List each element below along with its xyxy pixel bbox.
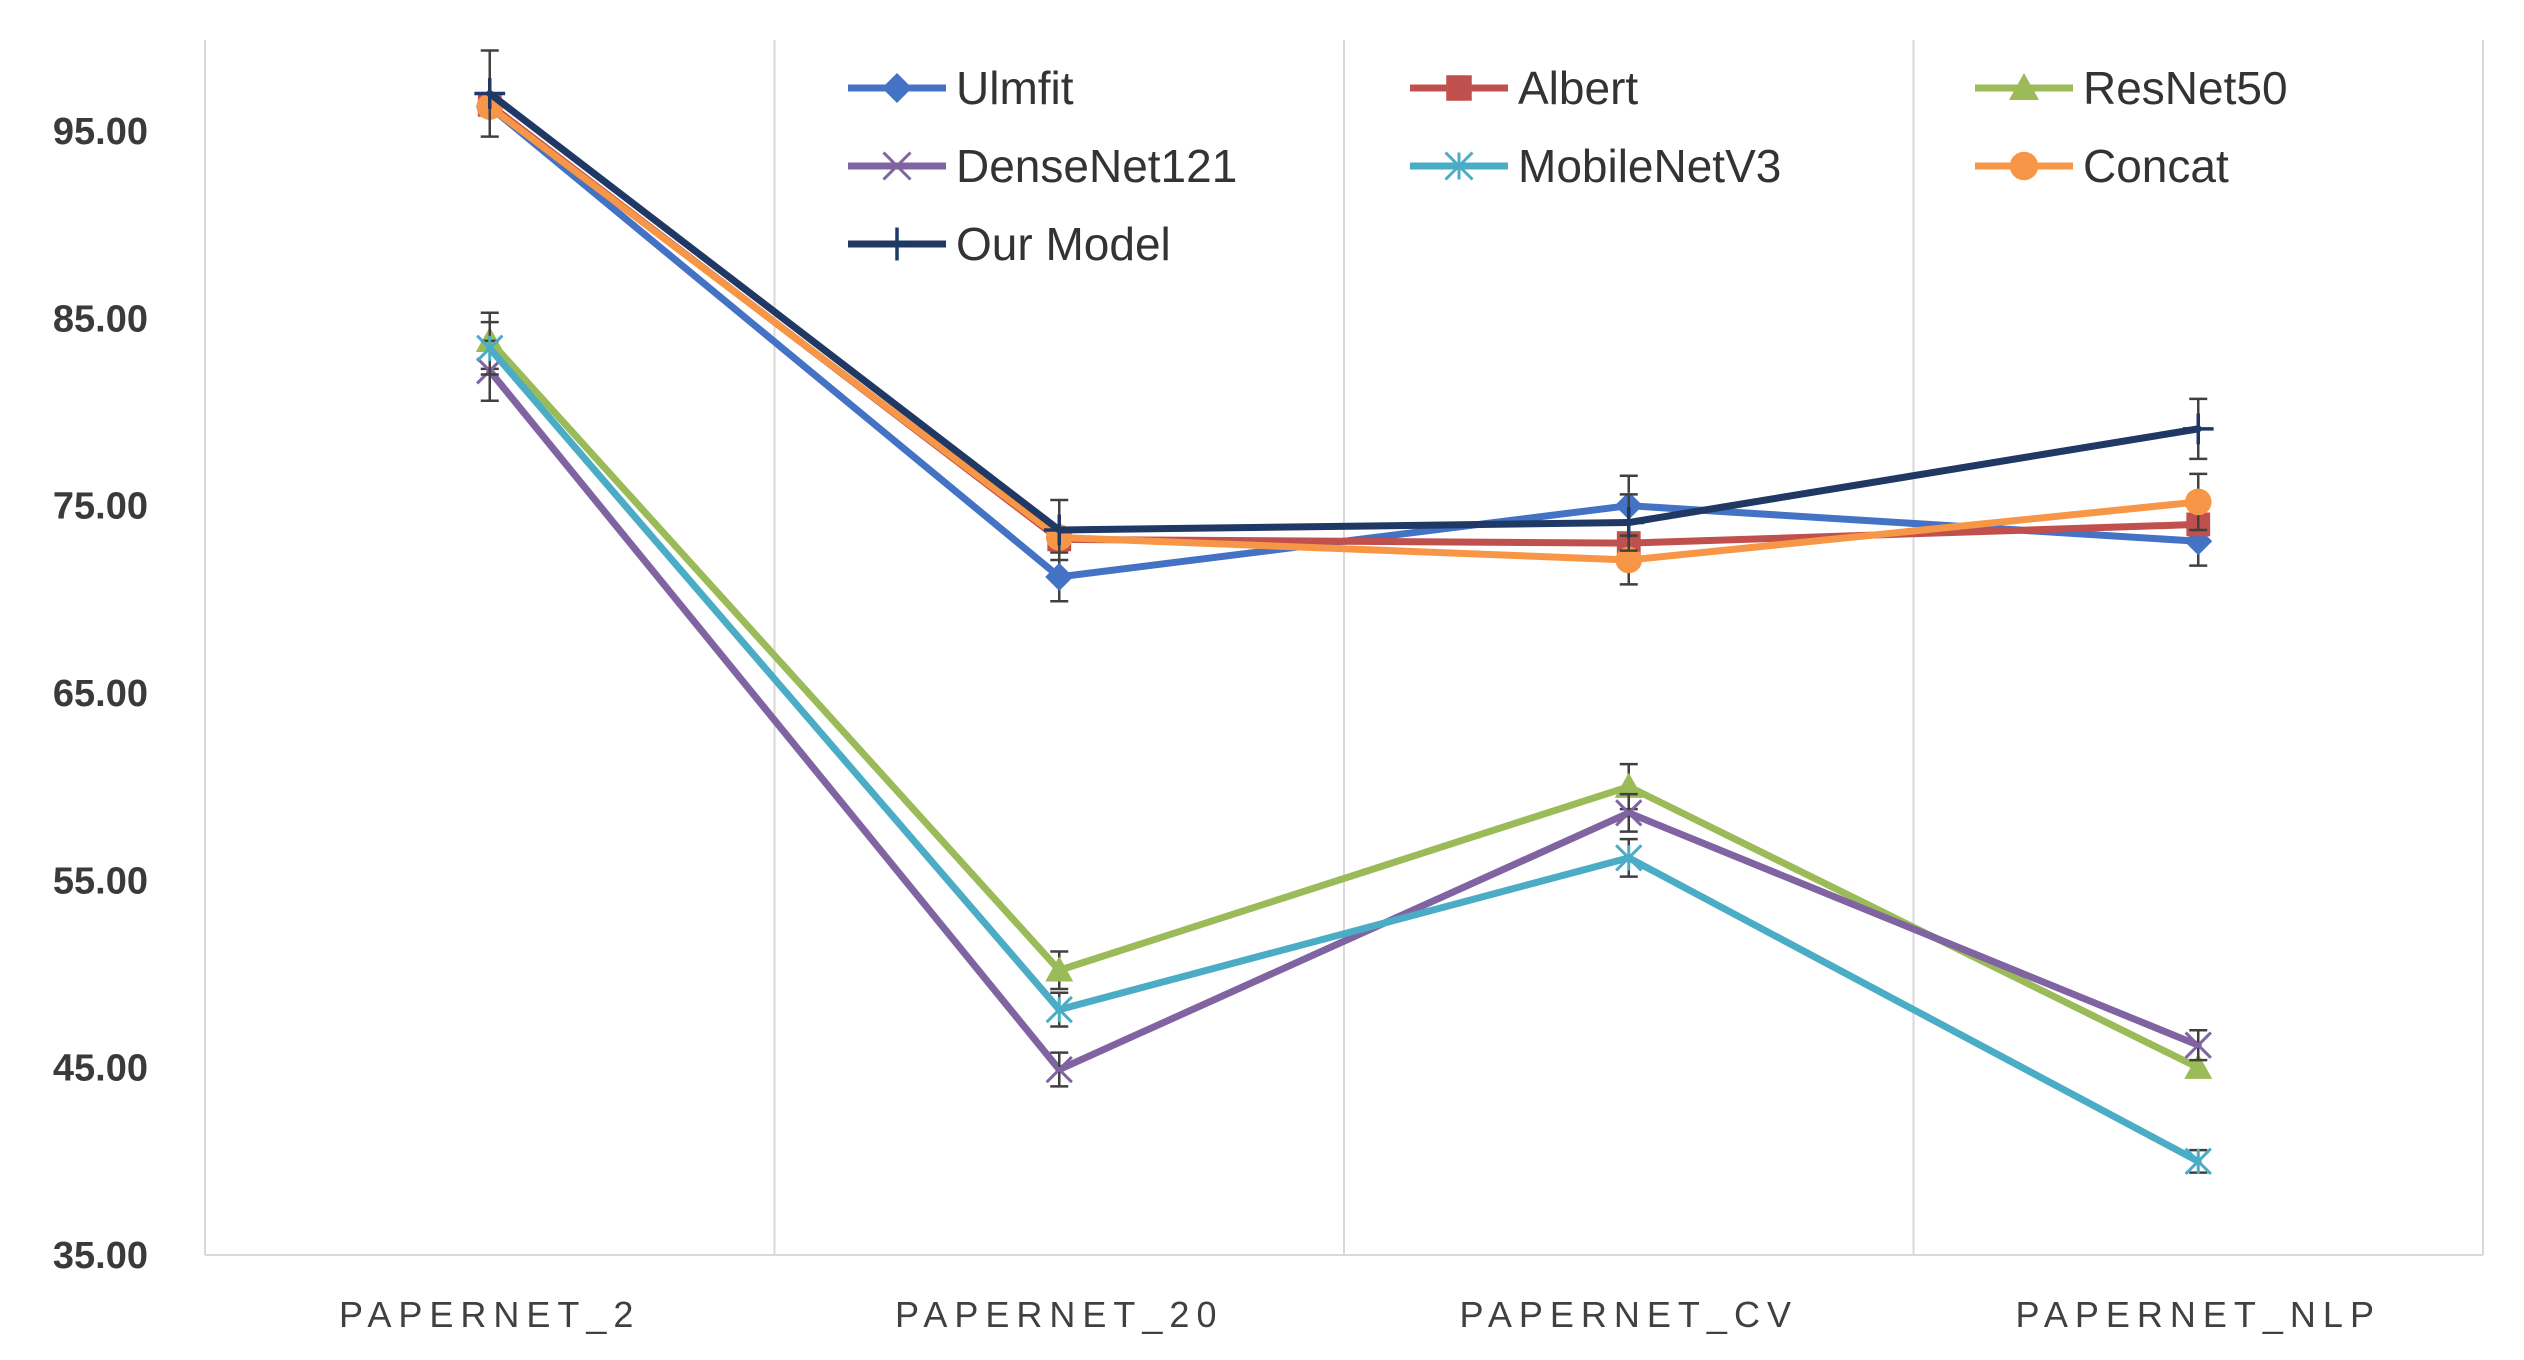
data-point xyxy=(2184,488,2212,516)
x-tick-label: PAPERNET_CV xyxy=(1460,1294,1798,1335)
legend-label: DenseNet121 xyxy=(956,140,1237,192)
series-our-model xyxy=(474,49,2214,562)
legend-label: Our Model xyxy=(956,218,1171,270)
series-mobilenetv3 xyxy=(476,320,2212,1175)
series-line-our-model xyxy=(486,90,2202,534)
data-point xyxy=(2184,1053,2213,1079)
legend-label: Concat xyxy=(2083,140,2229,192)
legend-marker xyxy=(2009,73,2039,100)
series-line-densenet121 xyxy=(486,367,2202,1074)
x-tick-label: PAPERNET_20 xyxy=(895,1294,1223,1335)
y-tick-label: 95.00 xyxy=(53,111,148,153)
y-tick-label: 65.00 xyxy=(53,673,148,715)
series-group xyxy=(474,49,2214,1175)
legend-item-resnet50: ResNet50 xyxy=(1975,62,2288,114)
data-point xyxy=(2184,1147,2212,1175)
data-point xyxy=(1615,546,1643,574)
data-point xyxy=(1615,844,1643,872)
x-axis-ticks: PAPERNET_2 PAPERNET_20 PAPERNET_CV PAPERNET… xyxy=(339,1294,2381,1335)
y-tick-label: 85.00 xyxy=(53,298,148,340)
legend-label: MobileNetV3 xyxy=(1518,140,1781,192)
legend-item-ulmfit: Ulmfit xyxy=(848,62,1074,114)
legend-item-concat: Concat xyxy=(1975,140,2229,192)
legend-marker xyxy=(882,151,912,181)
data-point xyxy=(474,78,506,109)
data-point xyxy=(1045,562,1074,591)
y-tick-label: 45.00 xyxy=(53,1048,148,1090)
data-point xyxy=(1045,1055,1073,1084)
data-point xyxy=(476,334,504,362)
legend-item-densenet121: DenseNet121 xyxy=(848,140,1237,192)
data-point xyxy=(1043,514,1075,546)
y-axis-ticks: 35.00 45.00 55.00 65.00 75.00 85.00 95.00 xyxy=(53,111,148,1277)
data-point xyxy=(2182,413,2214,445)
legend-item-mobilenetv3: MobileNetV3 xyxy=(1410,140,1781,192)
legend-label: Ulmfit xyxy=(956,62,1074,114)
series-line-concat xyxy=(486,103,2202,564)
data-point xyxy=(1045,956,1074,982)
data-point xyxy=(2184,1031,2212,1059)
data-point xyxy=(1613,507,1645,538)
legend-label: Albert xyxy=(1518,62,1638,114)
series-concat xyxy=(476,93,2212,586)
legend-marker xyxy=(2009,151,2039,181)
legend-marker xyxy=(882,73,912,103)
legend-item-albert: Albert xyxy=(1410,62,1638,114)
y-tick-label: 35.00 xyxy=(53,1235,148,1277)
series-line-mobilenetv3 xyxy=(486,344,2202,1165)
x-tick-label: PAPERNET_NLP xyxy=(2016,1294,2381,1335)
legend-marker xyxy=(1444,151,1474,181)
legend-marker xyxy=(880,227,914,261)
x-tick-label: PAPERNET_2 xyxy=(339,1294,640,1335)
category-separators xyxy=(773,40,1915,1255)
data-point xyxy=(1615,799,1643,827)
legend-item-our-model: Our Model xyxy=(848,218,1171,270)
legend: Ulmfit Albert ResNet50 DenseNet121 MobileNet… xyxy=(848,62,2288,270)
legend-label: ResNet50 xyxy=(2083,62,2288,114)
data-point xyxy=(1614,772,1643,798)
legend-marker xyxy=(1446,75,1472,101)
y-tick-label: 55.00 xyxy=(53,860,148,902)
y-tick-label: 75.00 xyxy=(53,486,148,528)
data-point xyxy=(1045,995,1073,1024)
